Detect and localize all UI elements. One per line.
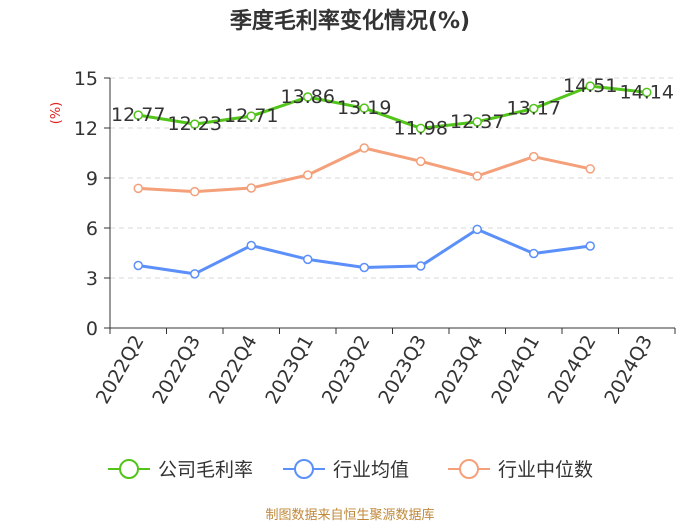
data-point [246,240,256,251]
data-point [416,123,426,134]
data-point [190,269,200,279]
legend-item: 公司毛利率 [108,459,253,481]
y-axis-label: (%) [49,102,64,125]
y-tick-label: 15 [74,68,98,90]
x-tick-label: 2023Q4 [431,332,488,408]
data-label: 13.17 [507,98,561,120]
x-tick-label: 2024Q2 [544,332,601,408]
x-tick-label: 2023Q3 [374,332,431,408]
data-label: 14.51 [563,75,617,97]
data-point [303,92,313,102]
series-group [133,81,652,279]
legend-label: 行业均值 [333,459,409,481]
data-point [585,81,595,91]
x-tick-label: 2022Q4 [205,332,262,408]
data-point [416,156,426,167]
y-tick-label: 12 [74,118,98,140]
y-tick-label: 3 [86,268,98,290]
x-tick-label: 2022Q2 [92,332,149,408]
data-point [303,170,313,180]
data-point [642,87,652,98]
data-point [359,103,369,113]
data-point [246,183,256,193]
data-label: 12.37 [450,111,504,133]
data-point [585,241,595,251]
legend-item: 行业中位数 [448,459,593,481]
data-point [190,119,200,129]
data-point [359,143,369,153]
data-label: 13.19 [337,97,391,119]
data-label: 11.98 [394,117,448,139]
series-line [138,146,591,194]
x-tick-label: 2024Q1 [487,332,544,408]
data-point [133,183,143,194]
y-tick-label: 9 [86,168,98,190]
legend-label: 行业中位数 [498,459,593,481]
data-point [529,248,539,259]
x-tick-label: 2024Q3 [600,332,657,408]
data-point [585,164,595,174]
data-point [472,224,482,235]
y-axis-ticks: 0 3 6 9 12 15 [74,68,110,340]
chart-title: 季度毛利率变化情况(%) [230,8,470,34]
data-label: 12.77 [111,104,165,126]
data-point [303,254,313,265]
data-point [529,151,539,162]
x-tick-label: 2023Q2 [318,332,375,408]
data-point [472,117,482,127]
data-point [190,186,200,197]
data-label: 13.86 [281,86,335,108]
legend-marker [459,459,479,479]
data-point [359,262,369,273]
x-axis-ticks: 2022Q2 2022Q3 2022Q4 2023Q1 2023Q2 2023Q3 2023… [92,328,676,408]
x-tick-label: 2023Q1 [261,332,318,408]
legend-label: 公司毛利率 [158,459,253,481]
data-point [472,171,482,181]
series-line [138,84,647,130]
data-label: 12.23 [168,113,222,135]
y-tick-label: 0 [86,318,98,340]
grid-lines [110,77,675,279]
x-tick-label: 2022Q3 [148,332,205,408]
legend: 公司毛利率 行业均值 行业中位数 [108,459,593,481]
data-point [133,260,143,271]
source-note: 制图数据来自恒生聚源数据库 [265,507,434,523]
legend-marker [294,459,314,479]
legend-marker [119,459,139,479]
data-point [529,103,539,114]
data-point [133,110,143,120]
data-label: 14.14 [620,81,674,103]
data-point [246,111,256,121]
legend-item: 行业均值 [283,459,409,481]
data-point [416,261,426,271]
data-label: 12.71 [224,105,278,127]
y-tick-label: 6 [86,218,98,240]
